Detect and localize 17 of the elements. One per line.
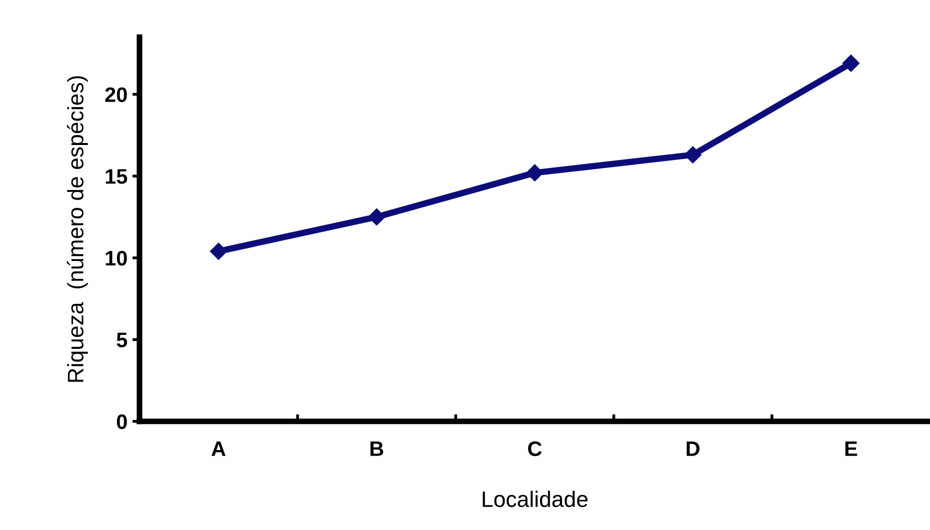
y-axis-title: Riqueza (número de espécies) bbox=[66, 76, 88, 382]
x-tick-label: A bbox=[212, 442, 226, 456]
x-tick-label: E bbox=[845, 442, 858, 456]
y-tick-label: 15 bbox=[106, 169, 128, 184]
x-tick-label: C bbox=[528, 441, 542, 456]
y-tick-label: 5 bbox=[116, 332, 128, 348]
x-tick-label: D bbox=[686, 442, 700, 456]
point bbox=[842, 54, 860, 72]
x-tick-label: B bbox=[370, 442, 384, 456]
point bbox=[526, 164, 544, 182]
point bbox=[210, 242, 228, 260]
point bbox=[684, 146, 702, 164]
x-axis-title: Localidade bbox=[482, 490, 588, 508]
y-tick-label: 20 bbox=[105, 87, 127, 102]
y-tick-label: 0 bbox=[116, 414, 127, 430]
y-tick-label: 10 bbox=[106, 250, 127, 266]
point bbox=[368, 208, 386, 226]
